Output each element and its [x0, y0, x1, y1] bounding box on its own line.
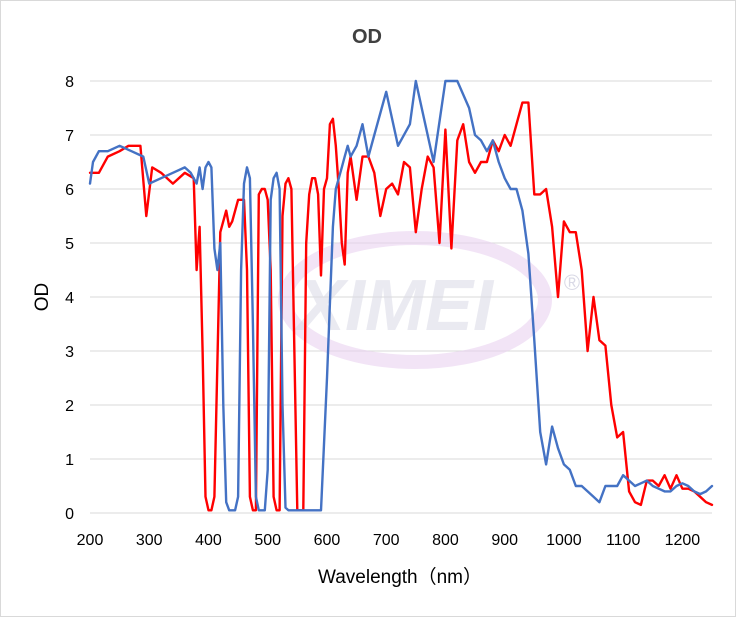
y-tick-label: 7 [65, 128, 74, 145]
x-tick-label: 600 [314, 532, 341, 549]
series-lines [88, 79, 714, 512]
x-tick-label: 400 [195, 532, 222, 549]
y-tick-label: 3 [65, 344, 74, 361]
x-tick-label: 1200 [665, 532, 701, 549]
x-tick-label: 1000 [546, 532, 582, 549]
y-tick-label: 1 [65, 452, 74, 469]
y-tick-label: 4 [65, 290, 74, 307]
series-line-1 [88, 101, 714, 512]
y-tick-label: 5 [65, 236, 74, 253]
watermark-registered-mark: ® [564, 270, 580, 295]
x-tick-label: 500 [254, 532, 281, 549]
y-tick-label: 0 [65, 506, 74, 523]
x-tick-label: 800 [432, 532, 459, 549]
watermark-logo: XIMEI ® [278, 231, 580, 369]
y-tick-label: 2 [65, 398, 74, 415]
watermark-text: XIMEI [293, 266, 495, 346]
x-axis-label: Wavelength（nm） [318, 566, 482, 588]
x-tick-label: 1100 [606, 532, 641, 549]
y-axis-label: OD [32, 283, 53, 312]
series-line-2 [88, 79, 714, 512]
y-tick-label: 8 [65, 74, 74, 91]
x-tick-label: 300 [136, 532, 163, 549]
y-tick-label: 6 [65, 182, 74, 199]
x-tick-labels: 200 300 400 500 600 700 800 900 1000 1100 1200 [77, 532, 701, 549]
y-tick-labels: 0 1 2 3 4 5 6 7 8 [65, 74, 74, 523]
x-tick-label: 900 [491, 532, 518, 549]
chart-title: OD [352, 26, 382, 48]
watermark-swoosh [278, 231, 552, 369]
x-tick-label: 200 [77, 532, 104, 549]
x-tick-label: 700 [373, 532, 400, 549]
